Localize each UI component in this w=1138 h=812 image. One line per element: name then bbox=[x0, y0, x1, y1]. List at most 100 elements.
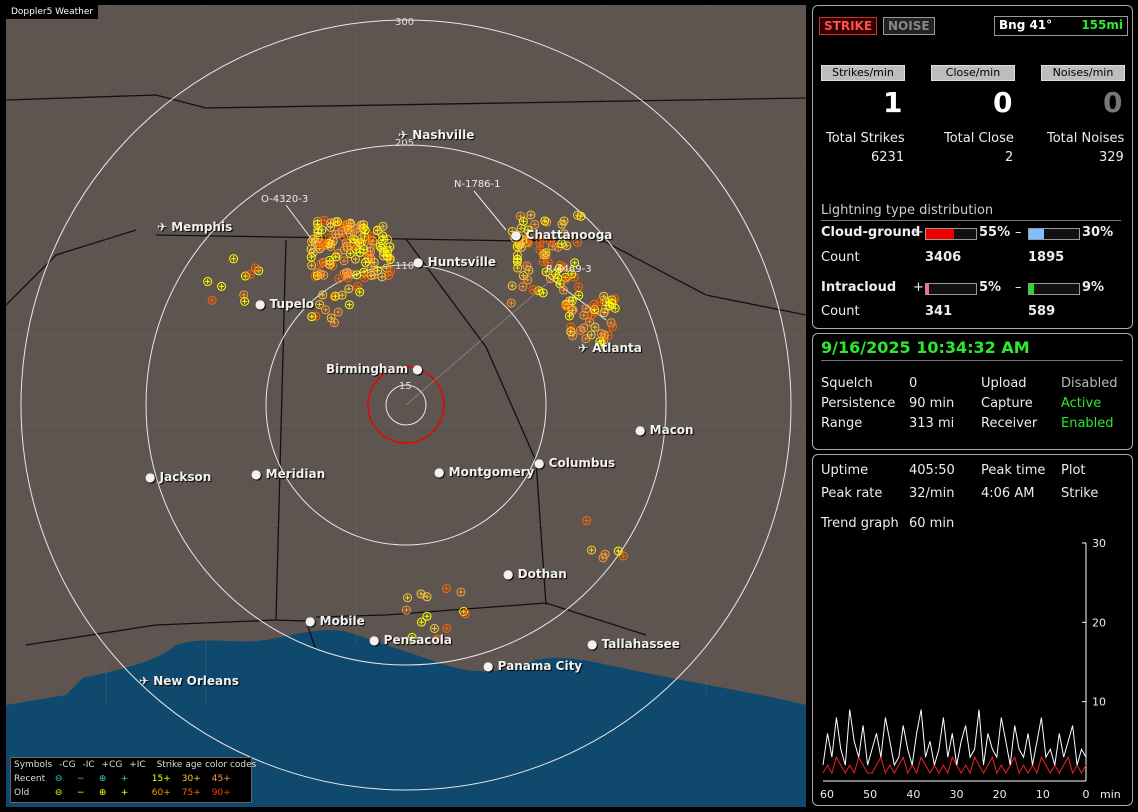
strikes-min-value: 1 bbox=[883, 86, 903, 119]
persistence-value[interactable]: 90 min bbox=[909, 396, 955, 411]
ic-minus-sign: – bbox=[1015, 280, 1022, 295]
strike-marker bbox=[459, 607, 469, 617]
city-label: ● Tallahassee bbox=[587, 637, 680, 651]
strike-marker bbox=[509, 283, 515, 289]
strike-marker bbox=[333, 254, 339, 260]
persistence-label: Persistence bbox=[821, 396, 896, 411]
strike-marker bbox=[434, 636, 440, 642]
app-title: Doppler5 Weather bbox=[6, 5, 99, 19]
strike-marker bbox=[539, 250, 549, 260]
strike-marker bbox=[339, 269, 349, 279]
strike-marker bbox=[308, 234, 318, 244]
strike-marker bbox=[316, 259, 326, 269]
strike-marker bbox=[331, 320, 337, 326]
total-close-value: 2 bbox=[1005, 150, 1014, 165]
noises-min-value: 0 bbox=[1103, 86, 1123, 119]
strike-marker bbox=[378, 221, 388, 231]
strike-marker bbox=[366, 262, 376, 272]
squelch-value[interactable]: 0 bbox=[909, 376, 918, 391]
strike-marker bbox=[515, 211, 525, 221]
bearing-display: Bng 41° 155mi bbox=[994, 16, 1128, 36]
strike-marker bbox=[600, 549, 610, 559]
strike-marker bbox=[553, 271, 559, 277]
range-value[interactable]: 313 mi bbox=[909, 416, 955, 431]
ic-positive-count: 341 bbox=[925, 304, 953, 319]
strike-marker bbox=[229, 254, 239, 264]
strike-marker bbox=[336, 276, 342, 282]
strike-marker bbox=[363, 259, 369, 265]
strike-marker bbox=[313, 233, 323, 243]
strike-marker bbox=[513, 263, 523, 273]
strike-marker bbox=[587, 545, 597, 555]
peak-rate-label: Peak rate bbox=[821, 486, 883, 501]
lightning-map[interactable]: Doppler5 Weather 300 205 110 15 O-4320-3… bbox=[6, 5, 806, 807]
strike-marker bbox=[355, 238, 365, 248]
trend-graph-value[interactable]: 60 min bbox=[909, 516, 955, 531]
strike-marker bbox=[590, 322, 600, 332]
strike-status-panel: STRIKE NOISE Bng 41° 155mi Strikes/min Cl… bbox=[812, 5, 1133, 329]
peak-time-label: Peak time bbox=[981, 463, 1046, 478]
strike-marker bbox=[596, 297, 606, 307]
strike-marker bbox=[350, 254, 360, 264]
x-tick-label: 40 bbox=[906, 788, 920, 801]
strike-marker bbox=[330, 291, 340, 301]
strike-marker bbox=[347, 251, 353, 257]
cg-negative-count: 1895 bbox=[1028, 250, 1065, 265]
strike-marker bbox=[583, 336, 589, 342]
strikes-min-header: Strikes/min bbox=[821, 65, 905, 81]
strike-marker bbox=[377, 272, 387, 282]
strike-marker bbox=[528, 212, 534, 218]
strike-marker bbox=[569, 272, 579, 282]
strike-marker bbox=[216, 281, 226, 291]
strike-marker bbox=[579, 323, 589, 333]
storm-label[interactable]: O-4320-3 bbox=[261, 194, 309, 205]
strike-marker bbox=[401, 605, 411, 615]
symbol-legend: Symbols -CG -IC +CG +IC Strike age color… bbox=[10, 757, 256, 803]
city-label: ✈ Memphis bbox=[157, 220, 233, 234]
strike-marker bbox=[572, 260, 578, 266]
peak-rate-value: 32/min bbox=[909, 486, 955, 501]
strike-marker bbox=[530, 287, 536, 293]
strike-marker bbox=[333, 232, 339, 238]
strike-marker bbox=[541, 235, 547, 241]
noise-indicator[interactable]: NOISE bbox=[883, 17, 935, 35]
count-label: Count bbox=[821, 304, 860, 319]
strike-marker bbox=[332, 293, 338, 299]
strike-marker bbox=[441, 584, 451, 594]
strike-marker bbox=[576, 325, 586, 335]
strike-marker bbox=[205, 279, 211, 285]
strike-marker bbox=[388, 268, 394, 274]
strike-marker bbox=[422, 611, 432, 621]
close-min-value: 0 bbox=[993, 86, 1013, 119]
total-noises-label: Total Noises bbox=[1047, 131, 1125, 146]
strike-marker bbox=[380, 233, 386, 239]
strike-marker bbox=[379, 238, 385, 244]
strike-marker bbox=[241, 292, 247, 298]
storm-label[interactable]: R-4469-3 bbox=[546, 264, 592, 275]
trend-line-white bbox=[822, 709, 1087, 767]
storm-label[interactable]: N-1786-1 bbox=[454, 179, 501, 190]
ic-positive-bar bbox=[925, 283, 977, 295]
x-unit-label: min bbox=[1100, 788, 1121, 801]
strike-marker bbox=[602, 551, 608, 557]
capture-status[interactable]: Active bbox=[1061, 396, 1102, 411]
strike-marker bbox=[424, 594, 430, 600]
city-label: ● Pensacola bbox=[369, 633, 452, 647]
upload-status[interactable]: Disabled bbox=[1061, 376, 1118, 391]
strike-marker bbox=[361, 257, 371, 267]
strike-marker bbox=[345, 226, 351, 232]
plot-value[interactable]: Strike bbox=[1061, 486, 1099, 501]
total-close-label: Total Close bbox=[944, 131, 1014, 146]
strike-marker bbox=[444, 625, 450, 631]
receiver-status[interactable]: Enabled bbox=[1061, 416, 1114, 431]
strike-indicator[interactable]: STRIKE bbox=[819, 17, 878, 35]
strike-marker bbox=[316, 238, 326, 248]
strike-marker bbox=[574, 290, 584, 300]
strike-marker bbox=[318, 257, 328, 267]
strike-marker bbox=[442, 623, 452, 633]
strike-marker bbox=[424, 613, 430, 619]
receiver-label: Receiver bbox=[981, 416, 1038, 431]
strike-marker bbox=[321, 272, 327, 278]
strike-marker bbox=[582, 516, 592, 526]
strike-marker bbox=[518, 271, 528, 281]
